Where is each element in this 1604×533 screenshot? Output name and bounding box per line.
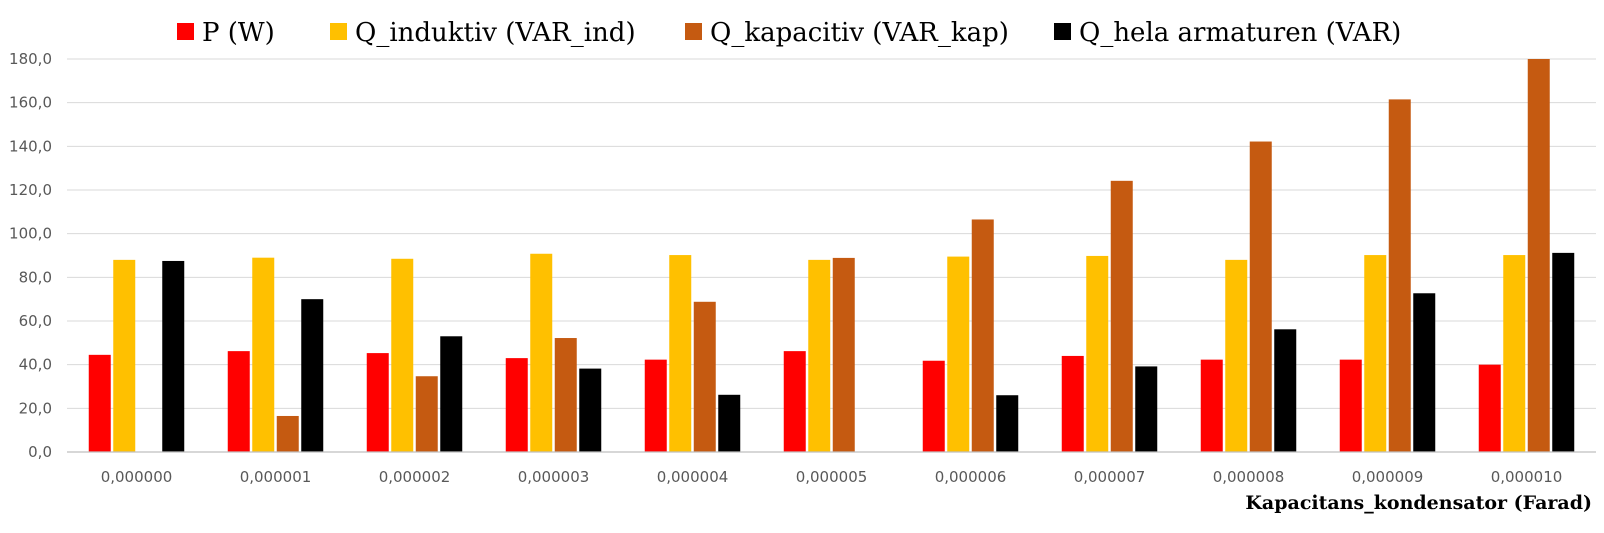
x-axis-ticks: 0,000000 0,000001 0,000002 0,000003 0,000004…: [67, 451, 1596, 486]
bar: [1274, 329, 1297, 452]
bar: [88, 354, 111, 452]
y-tick-label: 100,0: [9, 225, 52, 243]
bar: [996, 395, 1019, 452]
x-tick-label: 0,000007: [1074, 468, 1146, 486]
x-tick-label: 0,000001: [240, 468, 312, 486]
bar: [554, 338, 577, 452]
bar: [1552, 252, 1575, 452]
x-tick-label: 0,000002: [379, 468, 451, 486]
legend-swatch: [177, 23, 194, 40]
x-tick-label: 0,000008: [1213, 468, 1285, 486]
bar: [693, 301, 716, 452]
x-tick-label: 0,000010: [1491, 468, 1563, 486]
x-tick-label: 0,000005: [796, 468, 868, 486]
y-tick-label: 60,0: [19, 312, 52, 330]
legend-label: Q_kapacitiv (VAR_kap): [710, 18, 1009, 48]
y-tick-label: 180,0: [9, 50, 52, 68]
bar: [1200, 359, 1223, 452]
legend-label: Q_induktiv (VAR_ind): [355, 18, 636, 48]
bar: [1527, 59, 1550, 452]
bar: [579, 368, 602, 452]
y-tick-label: 140,0: [9, 137, 52, 155]
bar: [113, 259, 136, 452]
bar: [1086, 255, 1109, 452]
bar: [1413, 293, 1436, 452]
bar: [644, 359, 667, 452]
bar: [1225, 259, 1248, 452]
y-tick-label: 120,0: [9, 181, 52, 199]
x-tick-label: 0,000000: [101, 468, 173, 486]
bar: [1364, 255, 1387, 452]
bar: [1249, 141, 1272, 452]
x-tick-label: 0,000003: [518, 468, 590, 486]
x-tick-label: 0,000009: [1352, 468, 1424, 486]
bar: [1135, 366, 1158, 452]
bar: [505, 358, 528, 452]
x-tick-label: 0,000004: [657, 468, 729, 486]
bar: [783, 351, 806, 452]
x-axis-label: Kapacitans_kondensator (Farad): [1245, 492, 1592, 514]
bar: [252, 257, 275, 452]
bar: [530, 253, 553, 452]
bar: [1478, 364, 1501, 452]
legend-swatch: [685, 23, 702, 40]
bar: [947, 256, 970, 452]
bar: [276, 415, 299, 452]
y-tick-label: 0,0: [28, 443, 52, 461]
y-tick-label: 40,0: [19, 356, 52, 374]
bar: [922, 360, 945, 452]
legend-label: Q_hela armaturen (VAR): [1079, 18, 1401, 48]
legend-swatch: [1054, 23, 1071, 40]
bar: [301, 299, 324, 452]
bar: [669, 255, 692, 452]
bar: [162, 260, 185, 452]
y-tick-label: 80,0: [19, 268, 52, 286]
y-tick-label: 20,0: [19, 399, 52, 417]
bar: [808, 259, 831, 452]
bar: [1061, 355, 1084, 452]
bar: [227, 351, 250, 452]
legend-swatch: [330, 23, 347, 40]
y-axis-ticks: 0,0 20,0 40,0 60,0 80,0 100,0 120,0 140,0 160,0 1…: [9, 50, 52, 461]
bar: [391, 258, 414, 452]
x-tick-label: 0,000006: [935, 468, 1007, 486]
bar: [971, 219, 994, 452]
bar: [440, 336, 463, 452]
bar: [366, 353, 389, 452]
bar: [1503, 255, 1526, 452]
legend: P (W) Q_induktiv (VAR_ind) Q_kapacitiv (VA…: [177, 18, 1401, 48]
y-tick-label: 160,0: [9, 94, 52, 112]
bar: [1388, 99, 1411, 453]
bar: [1110, 180, 1133, 452]
legend-label: P (W): [202, 18, 275, 48]
bars: [88, 59, 1575, 453]
bar: [832, 257, 855, 452]
bar: [718, 394, 741, 452]
bar: [1339, 359, 1362, 452]
bar: [415, 376, 438, 452]
